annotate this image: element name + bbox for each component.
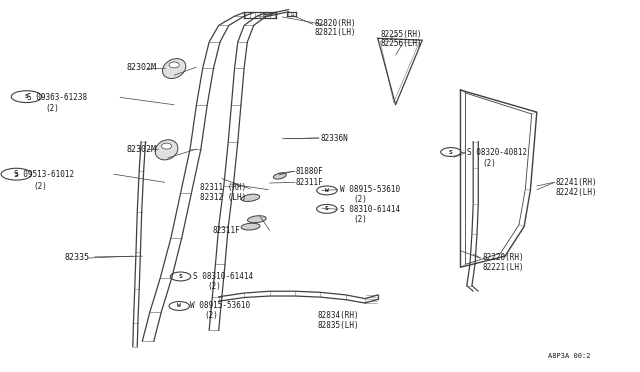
- Text: (2): (2): [205, 311, 219, 320]
- Text: 82311F: 82311F: [295, 178, 323, 187]
- Text: W 08915-53610: W 08915-53610: [190, 301, 250, 311]
- Text: W 08915-53610: W 08915-53610: [340, 185, 400, 194]
- Text: 82821(LH): 82821(LH): [314, 28, 356, 37]
- Text: 82221(LH): 82221(LH): [483, 263, 524, 272]
- Text: 82302M: 82302M: [127, 145, 156, 154]
- Text: (2): (2): [353, 195, 367, 204]
- Text: (2): (2): [207, 282, 221, 291]
- Text: 82834(RH): 82834(RH): [317, 311, 359, 320]
- Text: W: W: [177, 304, 181, 308]
- Text: 82255(RH): 82255(RH): [381, 30, 422, 39]
- Text: S: S: [325, 206, 329, 211]
- Text: W: W: [325, 188, 329, 193]
- Circle shape: [161, 143, 172, 149]
- Text: S: S: [449, 150, 452, 154]
- Text: S 09363-61238: S 09363-61238: [26, 93, 86, 102]
- Text: (2): (2): [45, 104, 60, 113]
- Text: 82220(RH): 82220(RH): [483, 253, 524, 263]
- Text: S: S: [15, 172, 19, 177]
- Text: S 08310-61414: S 08310-61414: [340, 205, 400, 214]
- Circle shape: [169, 62, 179, 68]
- Text: 82312 (LH): 82312 (LH): [200, 193, 246, 202]
- Text: S: S: [25, 94, 28, 99]
- Text: 81880F: 81880F: [295, 167, 323, 176]
- Text: 82242(LH): 82242(LH): [556, 188, 598, 197]
- Text: S 08310-61414: S 08310-61414: [193, 272, 253, 281]
- Text: S 09513-61012: S 09513-61012: [14, 170, 74, 179]
- Text: (2): (2): [483, 158, 497, 168]
- Text: 82335: 82335: [65, 253, 90, 263]
- Text: 82311F: 82311F: [212, 226, 240, 235]
- Text: 82336N: 82336N: [321, 134, 348, 142]
- Ellipse shape: [163, 59, 186, 78]
- Text: 82311 (RH): 82311 (RH): [200, 183, 246, 192]
- Text: S 08320-40812: S 08320-40812: [467, 148, 527, 157]
- Text: 82241(RH): 82241(RH): [556, 178, 598, 187]
- Ellipse shape: [241, 223, 260, 230]
- Ellipse shape: [241, 194, 260, 202]
- Ellipse shape: [155, 140, 178, 160]
- Text: 82302M: 82302M: [127, 63, 156, 72]
- Text: (2): (2): [353, 215, 367, 224]
- Ellipse shape: [273, 173, 286, 179]
- Ellipse shape: [248, 216, 266, 223]
- Text: A8P3A 00:2: A8P3A 00:2: [548, 353, 591, 359]
- Text: 82820(RH): 82820(RH): [314, 19, 356, 28]
- Text: 82835(LH): 82835(LH): [317, 321, 359, 330]
- Text: (2): (2): [33, 182, 47, 190]
- Text: S: S: [179, 274, 182, 279]
- Text: 82256(LH): 82256(LH): [381, 39, 422, 48]
